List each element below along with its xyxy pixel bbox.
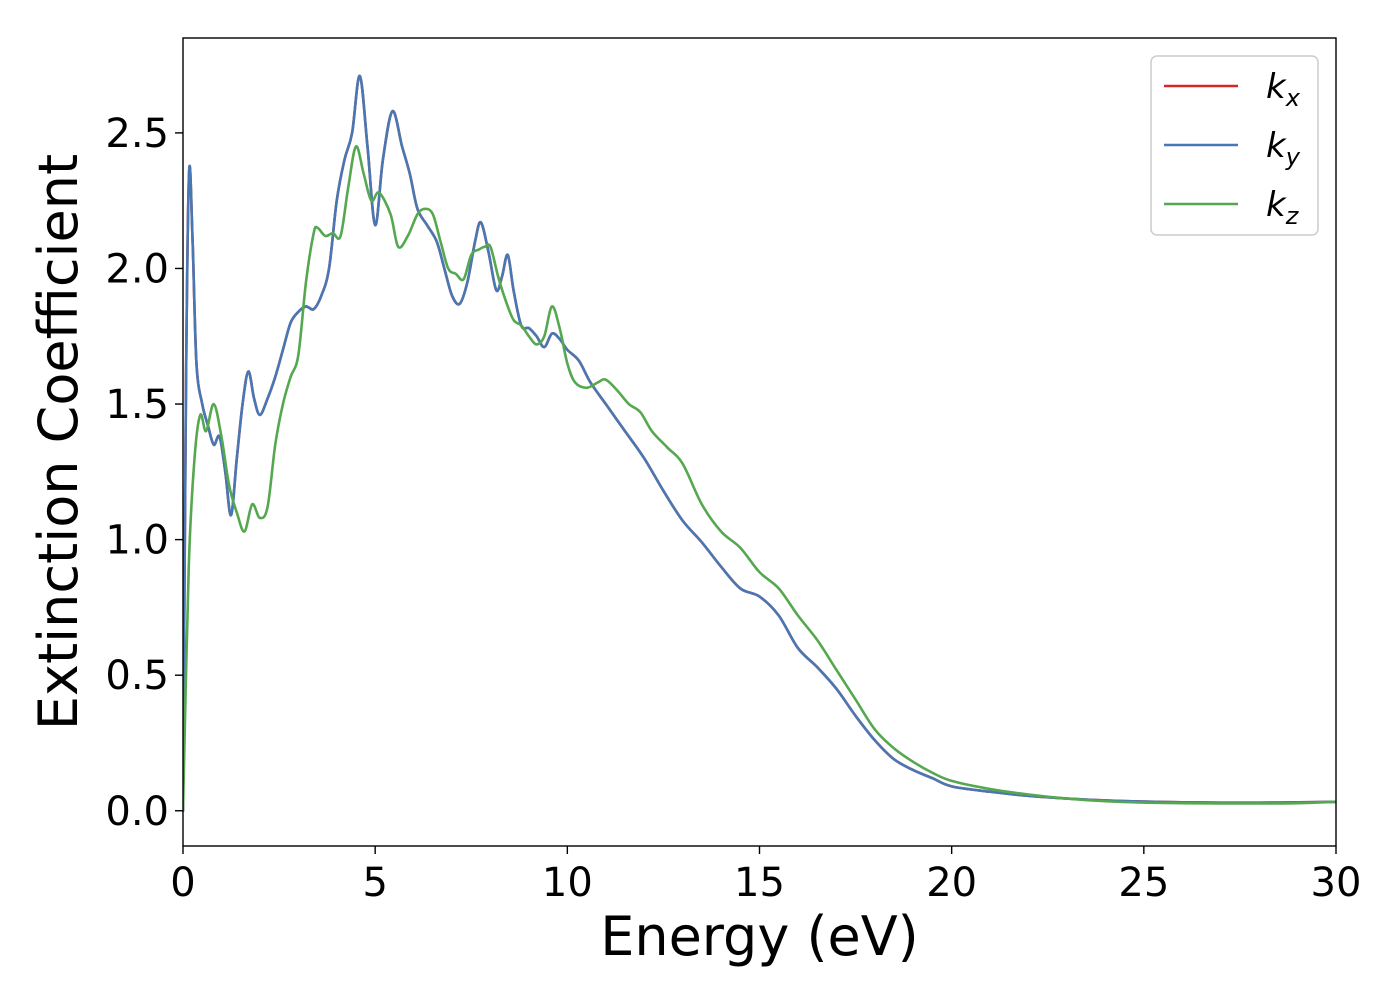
legend-label-y: ky [1266,126,1301,171]
y-tick-label: 0.5 [105,653,169,699]
y-tick-label: 2.0 [105,246,169,292]
x-tick-label: 25 [1118,860,1169,906]
x-tick-label: 0 [170,860,195,906]
x-tick-label: 15 [734,860,785,906]
legend-label-x: kx [1266,67,1301,112]
y-axis-ticks: 0.0 0.5 1.0 1.5 2.0 2.5 [105,111,183,835]
legend: kx ky kz [1150,55,1319,236]
x-tick-label: 20 [926,860,977,906]
x-tick-label: 30 [1311,860,1362,906]
y-tick-label: 1.5 [105,382,169,428]
y-tick-label: 2.5 [105,111,169,157]
x-axis-ticks: 0 5 10 15 20 25 30 [170,846,1361,906]
y-tick-label: 0.0 [105,789,169,835]
x-tick-label: 5 [362,860,387,906]
x-tick-label: 10 [542,860,593,906]
series-layer [183,74,1336,813]
x-axis-label: Energy (eV) [600,905,919,968]
legend-label-z: kz [1266,185,1300,230]
series-line-y [183,74,1336,813]
y-axis-label: Extinction Coefficient [27,154,90,730]
series-line-z [183,145,1336,813]
y-tick-label: 1.0 [105,518,169,564]
